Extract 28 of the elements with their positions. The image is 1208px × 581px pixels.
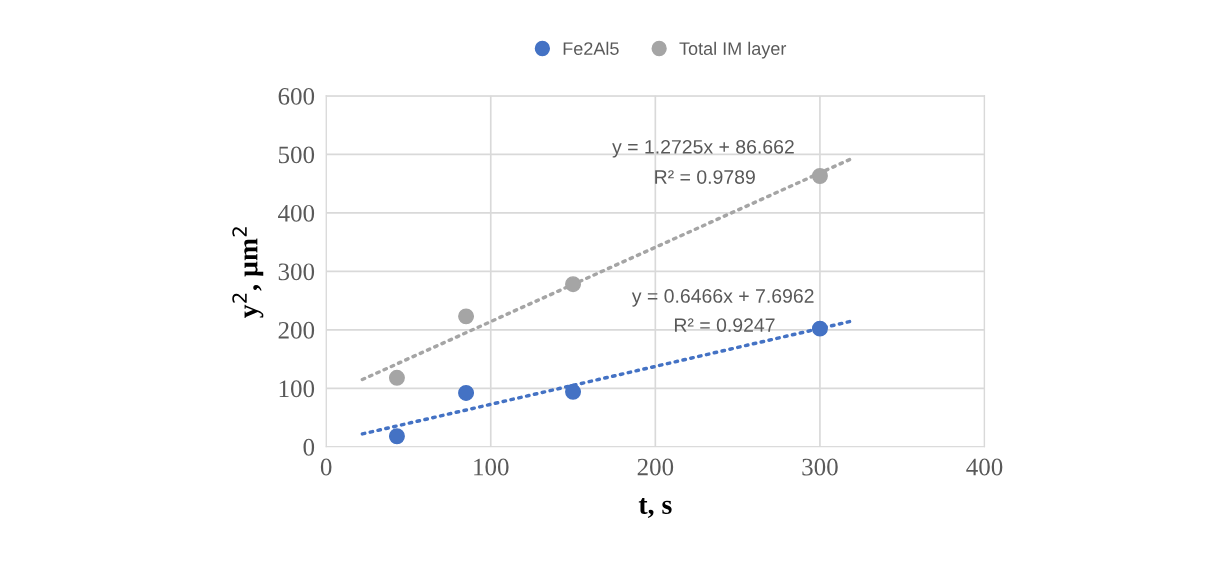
y-tick-label: 300 [278, 263, 315, 281]
point [388, 428, 405, 445]
y-tick-label: 0 [303, 438, 315, 456]
point [458, 308, 475, 325]
x-tick-label: 400 [966, 458, 1003, 476]
y-tick-label: 500 [279, 146, 315, 164]
x-tick-label: 200 [637, 458, 674, 476]
point [811, 168, 828, 184]
point [811, 320, 828, 337]
x-tick-label: 300 [802, 458, 838, 476]
legend-label: Total IM layer [679, 41, 787, 59]
legend-label: Fe2Al5 [563, 41, 619, 55]
annotation: R² = 0.9247 [674, 318, 775, 332]
annotation: y = 0.6466x + 7.6962 [631, 289, 814, 307]
y-axis-title: y$^{2}$, µm$^{2}$ [232, 227, 264, 318]
x-tick-label: 100 [474, 458, 509, 476]
y-tick-label: 100 [279, 380, 315, 398]
y-tick-label: 200 [278, 321, 315, 339]
x-tick-label: 0 [320, 458, 332, 476]
x-axis-title: t, s [638, 498, 672, 519]
point [388, 369, 405, 386]
y-tick-label: 600 [278, 87, 315, 105]
point [458, 385, 475, 401]
y-tick-label: 400 [278, 204, 315, 222]
point [565, 276, 582, 293]
annotation: y = 1.2725x + 86.662 [612, 139, 794, 158]
point [565, 383, 582, 400]
annotation: R² = 0.9789 [655, 170, 755, 184]
